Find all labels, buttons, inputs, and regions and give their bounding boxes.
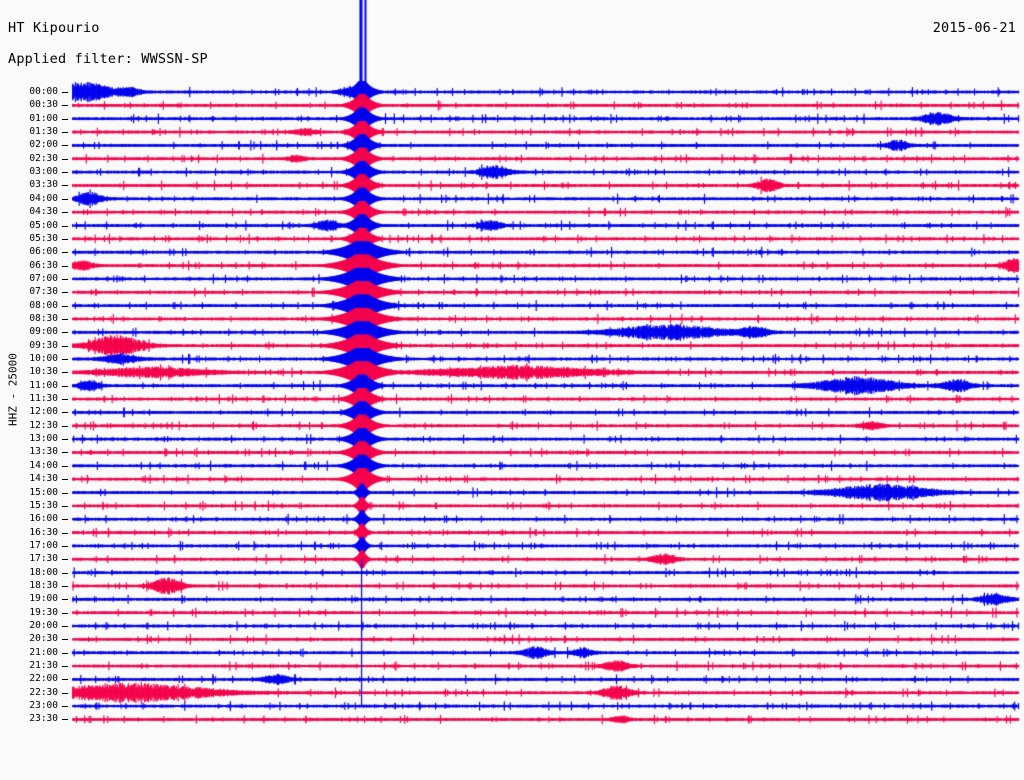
time-tick-mark bbox=[62, 212, 68, 213]
time-tick-mark bbox=[62, 493, 68, 494]
time-tick-mark bbox=[62, 145, 68, 146]
time-tick-mark bbox=[62, 439, 68, 440]
time-tick-mark bbox=[62, 119, 68, 120]
time-tick-label: 12:30 bbox=[29, 419, 58, 431]
time-tick-label: 00:00 bbox=[29, 86, 58, 97]
time-tick-label: 23:00 bbox=[29, 700, 58, 712]
time-tick-label: 08:30 bbox=[29, 312, 58, 324]
time-tick-mark bbox=[62, 559, 68, 560]
time-tick-mark bbox=[62, 199, 68, 200]
time-tick-mark bbox=[62, 132, 68, 133]
time-tick-mark bbox=[62, 626, 68, 627]
time-tick-mark bbox=[62, 613, 68, 614]
time-tick-label: 21:30 bbox=[29, 660, 58, 672]
time-tick-mark bbox=[62, 639, 68, 640]
time-tick-mark bbox=[62, 359, 68, 360]
time-tick-label: 02:30 bbox=[29, 152, 58, 164]
time-tick-label: 04:30 bbox=[29, 206, 58, 218]
time-tick-mark bbox=[62, 546, 68, 547]
time-tick-label: 03:30 bbox=[29, 179, 58, 191]
time-tick-mark bbox=[62, 105, 68, 106]
time-tick-label: 02:00 bbox=[29, 139, 58, 151]
time-tick-mark bbox=[62, 599, 68, 600]
time-tick-mark bbox=[62, 172, 68, 173]
time-tick-mark bbox=[62, 159, 68, 160]
time-tick-label: 06:00 bbox=[29, 246, 58, 258]
time-tick-label: 06:30 bbox=[29, 259, 58, 271]
time-tick-mark bbox=[62, 279, 68, 280]
time-tick-mark bbox=[62, 533, 68, 534]
time-tick-label: 03:00 bbox=[29, 166, 58, 178]
time-tick-label: 14:00 bbox=[29, 459, 58, 471]
time-tick-label: 18:30 bbox=[29, 579, 58, 591]
time-tick-mark bbox=[62, 693, 68, 694]
time-tick-label: 23:30 bbox=[29, 713, 58, 725]
time-tick-mark bbox=[62, 226, 68, 227]
time-tick-mark bbox=[62, 653, 68, 654]
time-tick-mark bbox=[62, 706, 68, 707]
time-tick-mark bbox=[62, 573, 68, 574]
time-tick-label: 10:00 bbox=[29, 353, 58, 364]
time-tick-label: 04:00 bbox=[29, 192, 58, 204]
time-tick-mark bbox=[62, 266, 68, 267]
time-tick-label: 13:00 bbox=[29, 433, 58, 445]
time-tick-mark bbox=[62, 386, 68, 387]
time-tick-label: 08:00 bbox=[29, 299, 58, 311]
time-tick-mark bbox=[62, 346, 68, 347]
time-tick-label: 10:30 bbox=[29, 366, 58, 378]
time-tick-mark bbox=[62, 399, 68, 400]
time-tick-mark bbox=[62, 306, 68, 307]
time-tick-mark bbox=[62, 586, 68, 587]
time-tick-label: 19:00 bbox=[29, 593, 58, 605]
time-tick-label: 21:00 bbox=[29, 646, 58, 658]
time-tick-mark bbox=[62, 452, 68, 453]
time-tick-mark bbox=[62, 519, 68, 520]
time-tick-mark bbox=[62, 185, 68, 186]
time-tick-mark bbox=[62, 92, 68, 93]
time-tick-mark bbox=[62, 466, 68, 467]
time-tick-mark bbox=[62, 426, 68, 427]
time-tick-label: 17:00 bbox=[29, 539, 58, 551]
time-tick-mark bbox=[62, 239, 68, 240]
time-tick-mark bbox=[62, 679, 68, 680]
time-tick-label: 14:30 bbox=[29, 473, 58, 485]
time-axis: 00:00 00:30 01:00 01:30 02:00 02:30 03:00 03:30… bbox=[0, 0, 72, 780]
time-tick-label: 20:30 bbox=[29, 633, 58, 645]
time-tick-label: 22:30 bbox=[29, 686, 58, 698]
time-tick-label: 07:00 bbox=[29, 272, 58, 284]
time-tick-label: 12:00 bbox=[29, 406, 58, 418]
time-tick-label: 22:00 bbox=[29, 673, 58, 685]
time-tick-label: 00:30 bbox=[29, 99, 58, 111]
time-tick-label: 19:30 bbox=[29, 606, 58, 618]
time-tick-label: 11:00 bbox=[29, 379, 58, 391]
time-tick-mark bbox=[62, 719, 68, 720]
time-tick-label: 17:30 bbox=[29, 553, 58, 565]
time-tick-label: 07:30 bbox=[29, 286, 58, 298]
time-tick-label: 16:30 bbox=[29, 526, 58, 538]
time-tick-label: 20:00 bbox=[29, 620, 58, 631]
time-tick-label: 15:00 bbox=[29, 486, 58, 498]
time-tick-mark bbox=[62, 292, 68, 293]
time-tick-label: 15:30 bbox=[29, 499, 58, 511]
time-tick-label: 09:00 bbox=[29, 326, 58, 338]
time-tick-mark bbox=[62, 319, 68, 320]
time-tick-label: 16:00 bbox=[29, 513, 58, 525]
time-tick-label: 05:30 bbox=[29, 232, 58, 244]
time-tick-label: 05:00 bbox=[29, 219, 58, 231]
time-tick-mark bbox=[62, 412, 68, 413]
time-tick-mark bbox=[62, 252, 68, 253]
time-tick-mark bbox=[62, 506, 68, 507]
time-tick-label: 18:00 bbox=[29, 566, 58, 578]
time-tick-mark bbox=[62, 332, 68, 333]
time-tick-label: 11:30 bbox=[29, 393, 58, 405]
time-tick-mark bbox=[62, 372, 68, 373]
time-tick-mark bbox=[62, 666, 68, 667]
time-tick-label: 09:30 bbox=[29, 339, 58, 351]
time-tick-mark bbox=[62, 479, 68, 480]
time-tick-label: 01:30 bbox=[29, 126, 58, 138]
time-tick-label: 01:00 bbox=[29, 112, 58, 124]
time-tick-label: 13:30 bbox=[29, 446, 58, 458]
